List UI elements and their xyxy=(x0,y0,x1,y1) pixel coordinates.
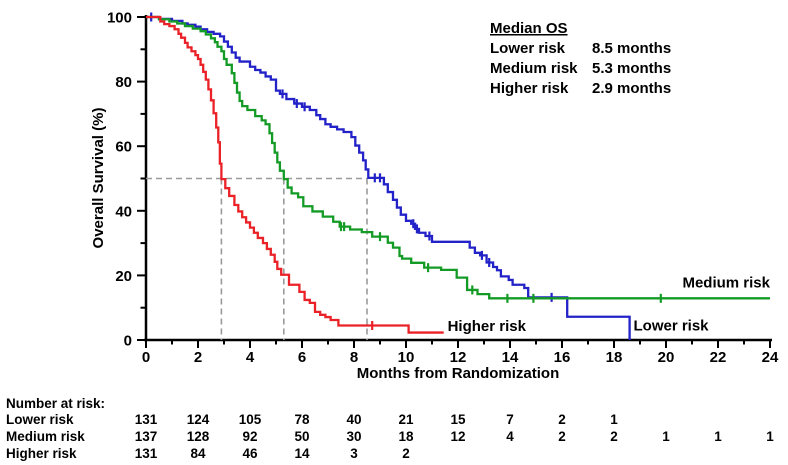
x-tick-label: 8 xyxy=(350,349,358,366)
x-tick-label: 2 xyxy=(194,349,202,366)
y-tick-label: 40 xyxy=(115,203,132,220)
at-risk-value: 15 xyxy=(450,412,466,427)
at-risk-value: 131 xyxy=(135,412,158,427)
at-risk-value: 40 xyxy=(346,412,361,427)
x-tick-label: 6 xyxy=(298,349,306,366)
legend-value-medium-risk: 5.3 months xyxy=(592,60,671,77)
at-risk-value: 14 xyxy=(294,446,310,461)
survival-curves xyxy=(146,12,770,340)
curve-label: Higher risk xyxy=(448,318,527,335)
at-risk-value: 1 xyxy=(610,412,618,427)
curve-label: Lower risk xyxy=(634,317,710,334)
survival-curve xyxy=(146,15,631,340)
at-risk-value: 1 xyxy=(662,429,670,444)
x-tick-label: 10 xyxy=(398,349,415,366)
at-risk-value: 1 xyxy=(766,429,774,444)
x-tick-label: 20 xyxy=(658,349,675,366)
at-risk-value: 1 xyxy=(714,429,722,444)
at-risk-row-label-medium: Medium risk xyxy=(6,429,85,444)
at-risk-value: 18 xyxy=(398,429,414,444)
at-risk-value: 46 xyxy=(242,446,258,461)
at-risk-value: 30 xyxy=(346,429,361,444)
at-risk-value: 2 xyxy=(558,429,566,444)
at-risk-value: 2 xyxy=(610,429,618,444)
x-tick-label: 22 xyxy=(710,349,727,366)
legend-title: Median OS xyxy=(490,20,568,37)
at-risk-value: 7 xyxy=(506,412,514,427)
y-tick-label: 20 xyxy=(115,268,132,285)
legend-value-higher-risk: 2.9 months xyxy=(592,80,671,97)
median-reference-lines xyxy=(146,177,368,340)
at-risk-value: 78 xyxy=(294,412,310,427)
y-tick-label: 100 xyxy=(107,10,132,27)
curve-label: Medium risk xyxy=(682,274,770,291)
legend-label-medium-risk: Medium risk xyxy=(490,60,578,77)
survival-curve xyxy=(146,15,444,334)
at-risk-title: Number at risk: xyxy=(6,396,105,411)
x-tick-label: 18 xyxy=(606,349,623,366)
at-risk-value: 124 xyxy=(187,412,210,427)
at-risk-value: 3 xyxy=(350,446,358,461)
y-tick-label: 0 xyxy=(124,333,132,350)
at-risk-value: 50 xyxy=(294,429,309,444)
x-tick-label: 4 xyxy=(246,349,255,366)
legend: Median OS Lower risk 8.5 months Medium r… xyxy=(490,20,671,97)
y-tick-label: 80 xyxy=(115,74,132,91)
at-risk-value: 105 xyxy=(239,412,262,427)
at-risk-value: 12 xyxy=(450,429,465,444)
at-risk-value: 128 xyxy=(187,429,210,444)
at-risk-value: 131 xyxy=(135,446,158,461)
y-axis-title: Overall Survival (%) xyxy=(90,108,107,249)
curve-inline-labels: Lower risk Medium risk Higher risk xyxy=(448,274,771,335)
at-risk-value: 137 xyxy=(135,429,158,444)
at-risk-value: 2 xyxy=(558,412,566,427)
x-axis-title: Months from Randomization xyxy=(357,365,560,382)
x-tick-label: 24 xyxy=(762,349,779,366)
at-risk-value: 92 xyxy=(242,429,257,444)
x-tick-label: 12 xyxy=(450,349,467,366)
at-risk-row-label-higher: Higher risk xyxy=(6,446,77,461)
at-risk-table-labels: Number at risk: Lower risk Medium risk H… xyxy=(6,396,105,461)
at-risk-value: 2 xyxy=(402,446,410,461)
y-tick-label: 60 xyxy=(115,139,132,156)
at-risk-value: 84 xyxy=(190,446,206,461)
x-tick-label: 0 xyxy=(142,349,150,366)
x-tick-label: 16 xyxy=(554,349,571,366)
at-risk-row-label-lower: Lower risk xyxy=(6,412,74,427)
at-risk-value: 21 xyxy=(398,412,414,427)
legend-value-lower-risk: 8.5 months xyxy=(592,40,671,57)
x-tick-label: 14 xyxy=(502,349,519,366)
at-risk-value: 4 xyxy=(506,429,514,444)
legend-label-lower-risk: Lower risk xyxy=(490,40,566,57)
legend-label-higher-risk: Higher risk xyxy=(490,80,569,97)
survival-curve xyxy=(146,15,770,300)
